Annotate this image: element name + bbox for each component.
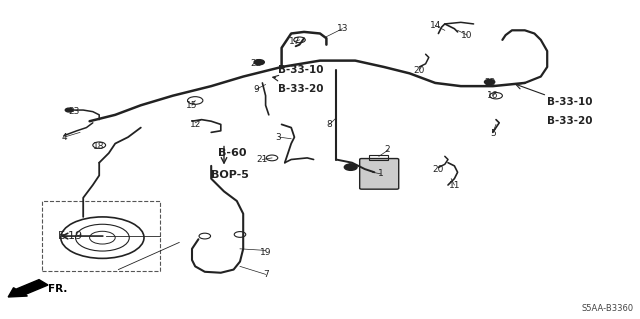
Text: 22: 22	[250, 59, 262, 68]
Text: FR.: FR.	[48, 284, 67, 294]
Text: 11: 11	[449, 181, 460, 189]
Text: 15: 15	[186, 101, 198, 110]
FancyArrow shape	[8, 280, 48, 297]
Text: BOP-5: BOP-5	[211, 170, 249, 181]
Text: 14: 14	[429, 21, 441, 30]
Text: 12: 12	[189, 120, 201, 129]
Bar	[369, 155, 388, 160]
Text: 23: 23	[68, 107, 79, 116]
Text: 4: 4	[61, 133, 67, 142]
Circle shape	[254, 60, 264, 65]
Text: B-60: B-60	[218, 148, 246, 158]
Text: B-33-10: B-33-10	[278, 65, 324, 75]
Text: 10: 10	[461, 31, 473, 40]
Text: 1: 1	[378, 169, 383, 178]
Text: 20: 20	[413, 66, 425, 75]
Text: 13: 13	[337, 24, 348, 33]
Text: 19: 19	[260, 248, 271, 256]
Text: 5: 5	[490, 130, 495, 138]
Text: B-33-20: B-33-20	[278, 84, 324, 94]
Text: 8: 8	[327, 120, 332, 129]
Text: S5AA-B3360: S5AA-B3360	[582, 304, 634, 313]
Circle shape	[484, 79, 495, 85]
Text: 20: 20	[433, 165, 444, 174]
Text: 21: 21	[257, 155, 268, 164]
Text: 2: 2	[385, 145, 390, 154]
Bar	[42, 201, 160, 271]
Text: B-33-10: B-33-10	[547, 97, 593, 107]
Circle shape	[344, 164, 357, 170]
Text: E-19: E-19	[58, 231, 83, 241]
Text: 17: 17	[289, 37, 300, 46]
Text: 16: 16	[487, 91, 499, 100]
FancyBboxPatch shape	[360, 159, 399, 189]
Circle shape	[65, 108, 73, 112]
Text: 7: 7	[263, 270, 268, 279]
Text: B-33-20: B-33-20	[547, 116, 593, 126]
Text: 9: 9	[253, 85, 259, 94]
Text: 3: 3	[276, 133, 281, 142]
Text: 22: 22	[484, 78, 495, 87]
Text: 18: 18	[93, 142, 105, 151]
Text: 6: 6	[346, 163, 351, 172]
